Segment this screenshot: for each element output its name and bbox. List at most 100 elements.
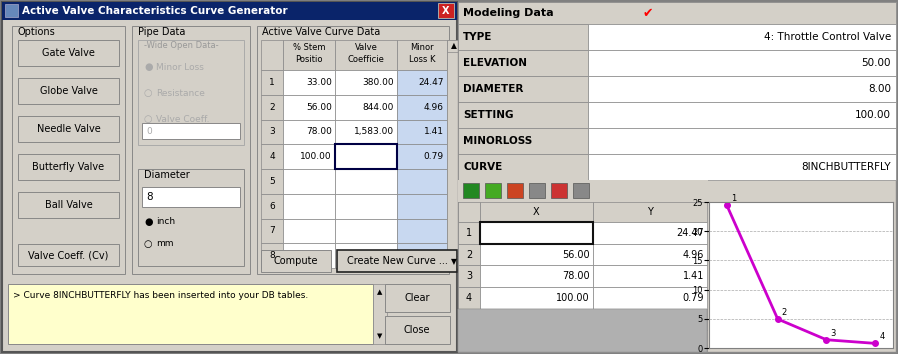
- Bar: [458, 287, 707, 309]
- Bar: [458, 2, 896, 352]
- Bar: [18, 78, 119, 104]
- Bar: [593, 222, 707, 244]
- Bar: [283, 144, 335, 169]
- Text: 3: 3: [269, 127, 275, 136]
- Text: 100.00: 100.00: [557, 293, 590, 303]
- Bar: [142, 187, 240, 207]
- Text: X: X: [442, 6, 450, 16]
- Bar: [458, 2, 896, 24]
- Bar: [397, 144, 447, 169]
- Bar: [458, 128, 588, 154]
- Text: 1: 1: [466, 228, 472, 238]
- Text: 1: 1: [269, 78, 275, 87]
- Text: 8.00: 8.00: [868, 84, 891, 94]
- Text: Minor: Minor: [410, 44, 434, 52]
- Bar: [458, 309, 707, 352]
- Bar: [283, 70, 335, 95]
- Bar: [458, 244, 480, 266]
- Text: ○: ○: [144, 239, 153, 249]
- Bar: [588, 76, 896, 102]
- Text: 8: 8: [146, 192, 153, 202]
- Bar: [261, 40, 283, 70]
- Text: 56.00: 56.00: [562, 250, 590, 259]
- Bar: [12, 26, 125, 274]
- Text: 24.47: 24.47: [676, 228, 704, 238]
- Text: Valve Coeff.: Valve Coeff.: [156, 114, 209, 124]
- Bar: [593, 202, 707, 222]
- Bar: [5, 4, 18, 17]
- Bar: [397, 218, 447, 243]
- Text: 0: 0: [146, 126, 152, 136]
- Text: 78.00: 78.00: [306, 127, 332, 136]
- Bar: [458, 266, 707, 287]
- Bar: [458, 76, 588, 102]
- Text: 1.41: 1.41: [682, 271, 704, 281]
- Bar: [507, 183, 523, 198]
- Bar: [480, 266, 593, 287]
- Bar: [593, 309, 707, 330]
- Bar: [458, 244, 707, 266]
- Text: Butterfly Valve: Butterfly Valve: [32, 162, 104, 172]
- Bar: [261, 169, 283, 194]
- Text: ELEVATION: ELEVATION: [463, 58, 527, 68]
- Bar: [335, 70, 397, 95]
- Bar: [458, 102, 588, 128]
- Bar: [261, 250, 331, 272]
- Text: Globe Valve: Globe Valve: [40, 86, 98, 96]
- Text: CURVE: CURVE: [463, 162, 502, 172]
- Text: 5: 5: [269, 177, 275, 186]
- Bar: [588, 128, 896, 154]
- Bar: [373, 284, 387, 344]
- Text: Options: Options: [18, 27, 56, 37]
- Text: Active Valve Characteristics Curve Generator: Active Valve Characteristics Curve Gener…: [22, 6, 287, 16]
- Bar: [397, 169, 447, 194]
- Bar: [447, 40, 460, 52]
- Bar: [283, 169, 335, 194]
- Bar: [588, 102, 896, 128]
- Bar: [458, 154, 588, 180]
- Text: % Stem: % Stem: [293, 44, 325, 52]
- Bar: [480, 309, 593, 330]
- Text: 3: 3: [466, 271, 472, 281]
- Bar: [283, 218, 335, 243]
- Bar: [458, 309, 707, 330]
- Text: 100.00: 100.00: [855, 110, 891, 120]
- Bar: [447, 256, 460, 268]
- Text: 2,110.00: 2,110.00: [354, 152, 394, 161]
- Text: ▼: ▼: [451, 257, 456, 267]
- Bar: [18, 192, 119, 218]
- Text: ▲: ▲: [377, 289, 383, 295]
- Text: 8INCHBUTTERFLY: 8INCHBUTTERFLY: [801, 162, 891, 172]
- Text: Valve Coeff. (Cv): Valve Coeff. (Cv): [29, 250, 109, 260]
- Text: 78.00: 78.00: [562, 271, 590, 281]
- Text: 2: 2: [466, 250, 472, 259]
- Text: -Wide Open Data-: -Wide Open Data-: [144, 41, 218, 51]
- Text: 4: 4: [269, 152, 275, 161]
- Bar: [593, 287, 707, 309]
- Bar: [261, 120, 283, 144]
- Text: Close: Close: [404, 325, 430, 335]
- Bar: [138, 40, 244, 145]
- Bar: [335, 243, 397, 268]
- Text: Pipe Data: Pipe Data: [138, 27, 185, 37]
- Text: inch: inch: [156, 217, 175, 227]
- Bar: [397, 120, 447, 144]
- Text: 2: 2: [782, 308, 788, 317]
- Text: Y: Y: [647, 207, 653, 217]
- Bar: [261, 218, 283, 243]
- Bar: [283, 40, 335, 70]
- Bar: [551, 183, 567, 198]
- Bar: [261, 70, 283, 95]
- Text: 50.00: 50.00: [861, 58, 891, 68]
- Text: 7: 7: [269, 226, 275, 235]
- Bar: [283, 243, 335, 268]
- Text: 1.41: 1.41: [424, 127, 444, 136]
- Text: 3: 3: [831, 329, 836, 338]
- Text: Resistance: Resistance: [156, 88, 205, 97]
- Text: 1: 1: [731, 194, 736, 203]
- Text: Active Valve Curve Data: Active Valve Curve Data: [262, 27, 380, 37]
- Bar: [480, 222, 593, 244]
- Text: Coefficie: Coefficie: [348, 56, 384, 64]
- Text: ▼: ▼: [377, 333, 383, 339]
- Text: 4: Throttle Control Valve: 4: Throttle Control Valve: [764, 32, 891, 42]
